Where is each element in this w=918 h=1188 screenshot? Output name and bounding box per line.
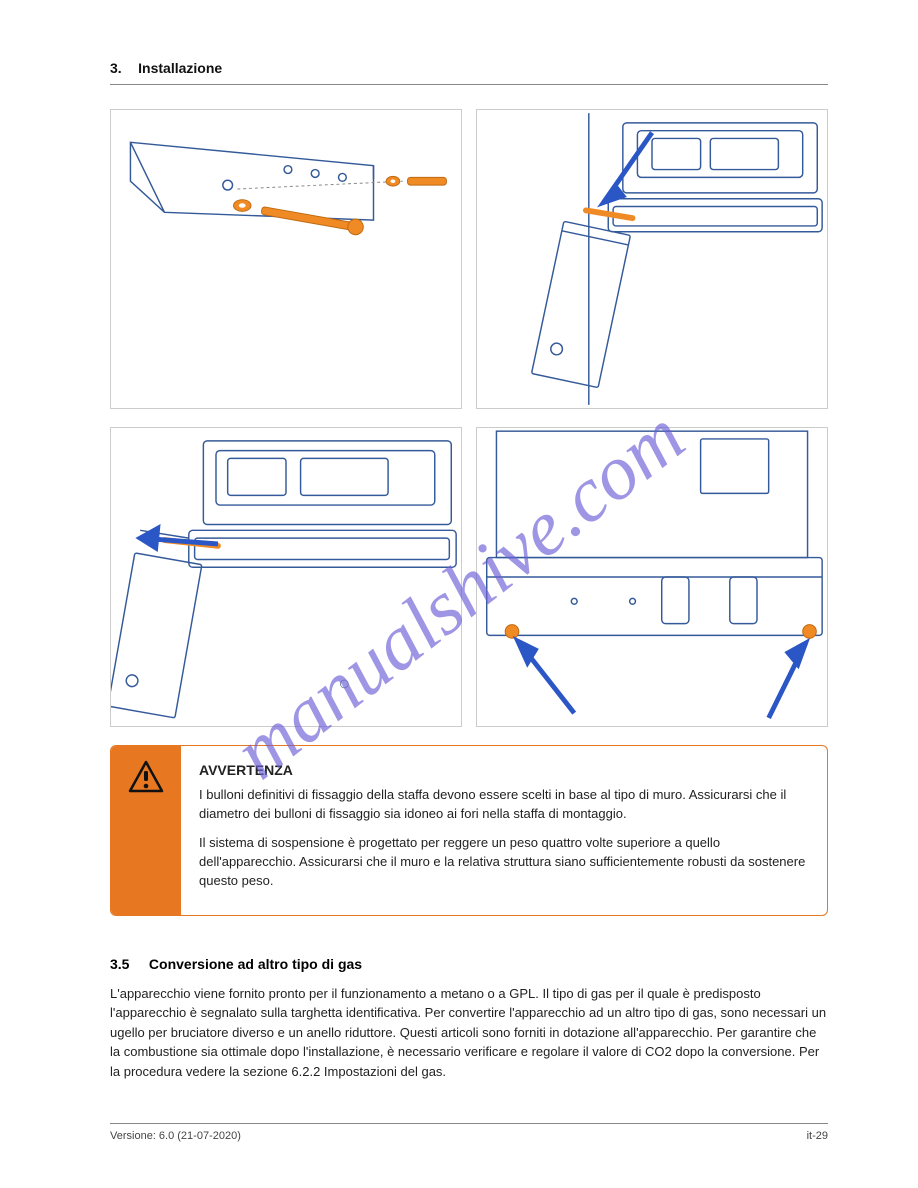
illus-bottom-screws [476, 427, 828, 727]
warning-paragraph: I bulloni definitivi di fissaggio della … [199, 786, 809, 824]
subsection-gas-conversion: 3.5 Conversione ad altro tipo di gas L'a… [110, 956, 828, 1082]
footer-rule [110, 1123, 828, 1124]
warning-box: AVVERTENZA I bulloni definitivi di fissa… [110, 745, 828, 916]
page-header: 3. Installazione [110, 60, 828, 85]
warning-paragraph: Il sistema di sospensione è progettato p… [199, 834, 809, 891]
illus-slide-back [110, 427, 462, 727]
footer-page: it-29 [807, 1130, 828, 1142]
warning-sidebar [111, 746, 181, 915]
section-title: Installazione [138, 60, 222, 76]
illustration-row-1 [110, 109, 828, 409]
warning-title: AVVERTENZA [199, 760, 809, 780]
page-footer: Versione: 6.0 (21-07-2020) it-29 [110, 1123, 828, 1142]
section-number: 3. [110, 60, 122, 76]
subsection-body: L'apparecchio viene fornito pronto per i… [110, 984, 828, 1082]
warning-icon [128, 760, 164, 794]
illus-bracket-bolt [110, 109, 462, 409]
header-rule [110, 84, 828, 85]
warning-content: AVVERTENZA I bulloni definitivi di fissa… [181, 746, 827, 915]
subsection-title: Conversione ad altro tipo di gas [149, 956, 362, 972]
footer-version: Versione: 6.0 (21-07-2020) [110, 1130, 241, 1142]
subsection-heading: 3.5 Conversione ad altro tipo di gas [110, 956, 828, 972]
subsection-number: 3.5 [110, 956, 129, 972]
illus-hook-front [476, 109, 828, 409]
illustration-row-2 [110, 427, 828, 727]
